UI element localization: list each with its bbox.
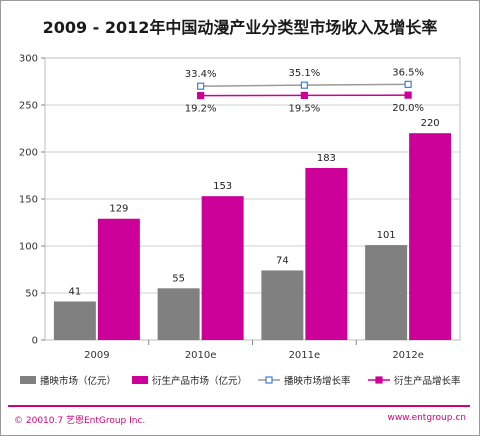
bar-label-s2-2011e: 183 <box>317 153 336 164</box>
footer-website: www.entgroup.cn <box>387 413 466 423</box>
line-point-s1-2012e <box>404 80 412 88</box>
bar-label-s1-2009: 41 <box>69 286 82 297</box>
bar-s2-2011e <box>305 167 348 340</box>
y-tick-label-0: 0 <box>32 336 38 347</box>
legend-marker-4 <box>375 376 383 384</box>
bar-s2-2009 <box>97 218 140 340</box>
bar-s2-2010e <box>201 196 244 340</box>
bar-s2-2012e <box>409 133 452 340</box>
legend-swatch-1 <box>20 376 36 384</box>
y-tick-label-300: 300 <box>19 54 38 65</box>
line-point-s1-2011e <box>300 81 308 89</box>
line-point-s2-2010e <box>197 91 205 100</box>
bar-s1-2010e <box>157 288 200 340</box>
bar-s1-2011e <box>261 270 304 340</box>
bar-label-s2-2009: 129 <box>109 204 128 215</box>
bar-label-s1-2012e: 101 <box>377 230 396 241</box>
y-tick-label-50: 50 <box>25 289 38 300</box>
line-point-s2-2011e <box>300 91 308 100</box>
line-label-s1-2010e: 33.4% <box>185 69 217 80</box>
bar-label-s1-2011e: 74 <box>276 255 289 266</box>
legend-label-4: 衍生产品增长率 <box>394 375 461 387</box>
legend-label-3: 播映市场增长率 <box>284 375 351 387</box>
x-tick-label-2009: 2009 <box>84 350 109 361</box>
bar-label-s2-2010e: 153 <box>213 181 232 192</box>
chart-title: 2009 - 2012年中国动漫产业分类型市场收入及增长率 <box>42 18 438 37</box>
legend-marker-3 <box>265 376 273 384</box>
line-point-s1-2010e <box>197 82 205 90</box>
legend-label-1: 播映市场（亿元） <box>40 375 116 387</box>
footer-rule <box>8 405 470 407</box>
legend-swatch-2 <box>132 376 148 384</box>
y-tick-label-250: 250 <box>19 101 38 112</box>
y-tick-label-150: 150 <box>19 195 38 206</box>
y-tick-label-200: 200 <box>19 148 38 159</box>
x-tick-label-2012e: 2012e <box>392 350 424 361</box>
y-tick-label-100: 100 <box>19 242 38 253</box>
line-point-s2-2012e <box>404 91 412 99</box>
footer-copyright: © 20010.7 艺恩EntGroup Inc. <box>14 416 146 426</box>
line-label-s2-2010e: 19.2% <box>185 104 217 115</box>
x-tick-label-2010e: 2010e <box>185 350 217 361</box>
x-tick-label-2011e: 2011e <box>289 350 321 361</box>
legend-label-2: 衍生产品市场（亿元） <box>152 375 247 387</box>
bar-label-s1-2010e: 55 <box>172 273 185 284</box>
bar-label-s2-2012e: 220 <box>421 118 440 129</box>
line-label-s2-2011e: 19.5% <box>288 103 320 114</box>
line-label-s1-2012e: 36.5% <box>392 67 424 78</box>
line-label-s1-2011e: 35.1% <box>288 68 320 79</box>
line-label-s2-2012e: 20.0% <box>392 103 424 114</box>
bar-s1-2009 <box>53 301 96 340</box>
bar-s1-2012e <box>365 245 408 340</box>
